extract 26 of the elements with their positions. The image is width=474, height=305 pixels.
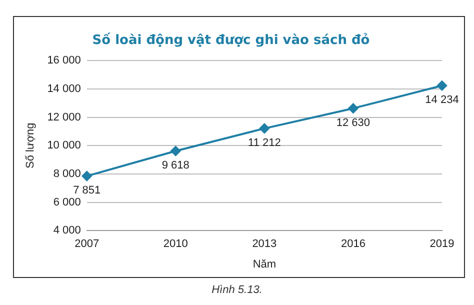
x-tick-label: 2010 (163, 238, 188, 250)
point (170, 146, 181, 156)
y-tick-label: 4 000 (53, 224, 81, 237)
data-label: 14 234 (425, 94, 459, 106)
y-axis-title: Số lượng (24, 122, 37, 168)
x-tick-label: 2013 (252, 238, 277, 250)
x-tick-label: 2019 (430, 238, 454, 250)
data-label: 11 212 (248, 136, 281, 149)
point (259, 123, 270, 134)
data-label: 7 851 (73, 184, 101, 197)
y-tick-label: 8 000 (53, 168, 81, 180)
chart-title: Số loài động vật được ghi vào sách đỏ (92, 32, 370, 48)
x-tick-label: 2016 (340, 238, 366, 250)
data-label: 9 618 (162, 160, 190, 172)
y-tick-label: 14 000 (47, 82, 81, 95)
y-tick-label: 10 000 (47, 140, 81, 152)
x-tick-label: 2007 (74, 238, 100, 250)
point (437, 80, 447, 91)
point (348, 103, 358, 114)
y-tick-label: 12 000 (47, 111, 81, 124)
text: Hình 5.13. (210, 284, 264, 296)
y-tick-label: 6 000 (53, 196, 81, 208)
x-axis-title: Năm (252, 258, 276, 270)
point (82, 171, 92, 182)
y-tick-label: 16 000 (47, 54, 81, 67)
data-label: 12 630 (336, 116, 370, 129)
